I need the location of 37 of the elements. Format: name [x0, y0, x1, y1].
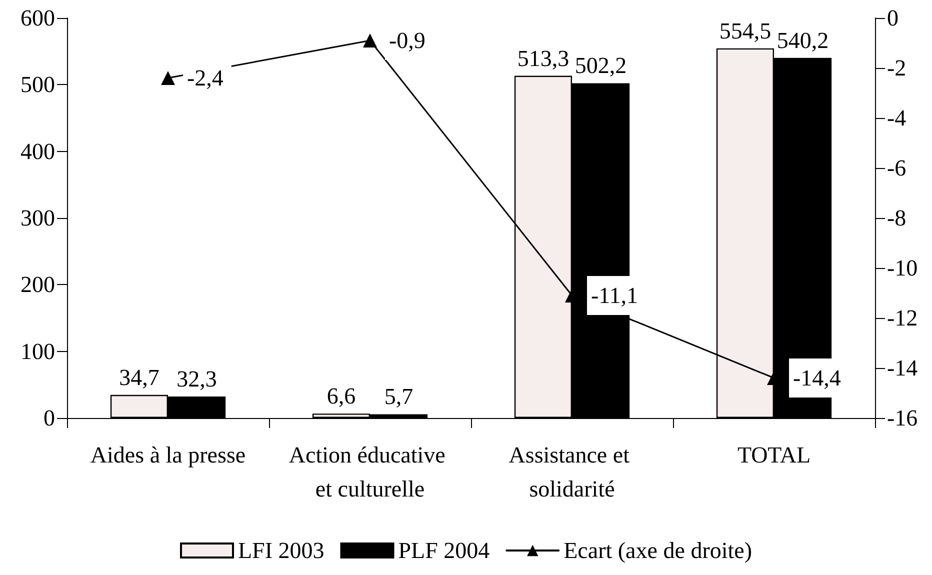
y2-tick-label: -12 [887, 306, 918, 330]
data-label: -11,1 [591, 283, 638, 308]
data-label: -2,4 [187, 66, 224, 90]
y-tick-label: 500 [20, 72, 55, 98]
data-label: 34,7 [119, 364, 160, 390]
x-tick-label: Aides à la presse [90, 442, 246, 468]
y-tick-label: 200 [20, 272, 55, 298]
x-tick-label: Assistance et solidarité [508, 442, 636, 502]
data-label: -14,4 [793, 366, 842, 390]
legend-label: Ecart (axe de droite) [564, 538, 752, 563]
y2-tick-label: -4 [887, 106, 907, 130]
y2-tick-label: -8 [887, 206, 906, 230]
y2-tick-label: -6 [887, 156, 906, 180]
y-tick-label: 300 [20, 206, 55, 230]
data-label: 513,3 [517, 46, 570, 71]
data-label: 32,3 [176, 366, 217, 392]
data-label: 6,6 [326, 384, 356, 409]
y-tick-label: 0 [44, 406, 55, 430]
y-tick-label: 400 [20, 138, 55, 164]
y2-tick-label: -16 [887, 406, 918, 430]
legend-label: LFI 2003 [238, 538, 324, 563]
y2-tick-label: -2 [887, 56, 906, 80]
data-label: -0,9 [389, 28, 426, 53]
point [363, 34, 377, 48]
y-tick-label: 600 [20, 6, 55, 30]
data-label: 540,2 [776, 28, 829, 53]
y2-tick-label: 0 [887, 6, 898, 30]
y2-tick-label: -10 [887, 256, 918, 280]
x-tick-label: TOTAL [737, 442, 811, 468]
data-label: 5,7 [384, 384, 414, 410]
x-tick-label: Action éducative et culturelle [288, 442, 452, 502]
legend-label: PLF 2004 [398, 538, 490, 563]
point [161, 71, 175, 85]
data-label: 554,5 [719, 18, 772, 44]
data-label: 502,2 [574, 53, 627, 78]
y-tick-label: 100 [20, 338, 55, 364]
y2-tick-label: -14 [887, 356, 918, 380]
